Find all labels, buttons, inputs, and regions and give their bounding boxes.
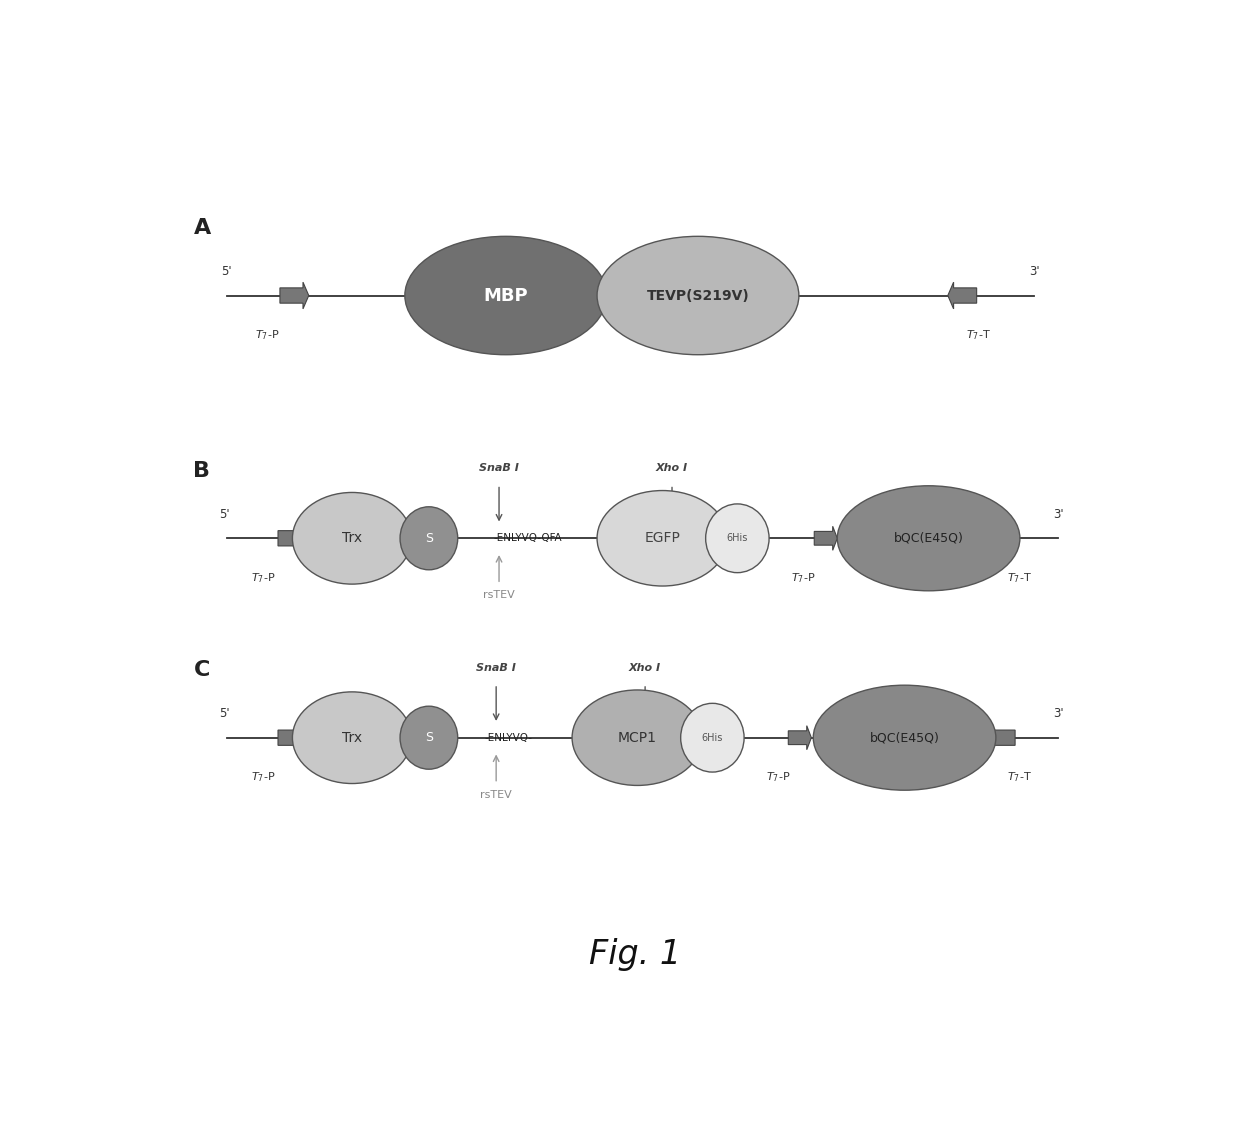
- Ellipse shape: [572, 690, 703, 786]
- Polygon shape: [278, 525, 306, 552]
- Text: rsTEV: rsTEV: [484, 590, 515, 600]
- Text: $T_7$-T: $T_7$-T: [966, 329, 991, 342]
- Ellipse shape: [293, 691, 412, 784]
- Text: bQC(E45Q): bQC(E45Q): [869, 731, 940, 744]
- Text: 3': 3': [1029, 266, 1040, 278]
- Text: SnaB I: SnaB I: [479, 463, 520, 473]
- Text: Trx: Trx: [342, 531, 362, 545]
- Text: $T_7$-P: $T_7$-P: [765, 770, 790, 785]
- Text: -ENLYVQ-: -ENLYVQ-: [485, 733, 533, 743]
- Polygon shape: [278, 724, 306, 751]
- Text: 3': 3': [1054, 508, 1064, 521]
- Ellipse shape: [681, 704, 744, 772]
- Text: 3': 3': [1054, 707, 1064, 721]
- Text: rsTEV: rsTEV: [480, 789, 512, 799]
- Text: C: C: [193, 660, 210, 680]
- Text: bQC(E45Q): bQC(E45Q): [894, 531, 963, 545]
- Text: Trx: Trx: [342, 731, 362, 744]
- Text: Xho I: Xho I: [629, 663, 661, 672]
- Text: Xho I: Xho I: [656, 463, 688, 473]
- Text: A: A: [193, 218, 211, 238]
- Text: MCP1: MCP1: [618, 731, 657, 744]
- Text: 6His: 6His: [727, 534, 748, 543]
- Ellipse shape: [404, 236, 606, 355]
- Text: 5': 5': [219, 508, 229, 521]
- Text: S: S: [425, 531, 433, 545]
- Text: S: S: [425, 731, 433, 744]
- Text: SnaB I: SnaB I: [476, 663, 516, 672]
- Polygon shape: [986, 724, 1016, 751]
- Polygon shape: [280, 283, 309, 309]
- Ellipse shape: [401, 507, 458, 570]
- Ellipse shape: [293, 492, 412, 584]
- Polygon shape: [947, 283, 977, 309]
- Text: TEVP(S219V): TEVP(S219V): [646, 288, 749, 303]
- Text: 5': 5': [221, 266, 232, 278]
- Polygon shape: [986, 525, 1016, 552]
- Text: EGFP: EGFP: [645, 531, 681, 545]
- Ellipse shape: [401, 706, 458, 769]
- Text: 6His: 6His: [702, 733, 723, 743]
- Polygon shape: [789, 725, 811, 750]
- Text: Fig. 1: Fig. 1: [589, 938, 682, 971]
- Text: $T_7$-T: $T_7$-T: [1007, 571, 1033, 586]
- Text: -ENLYVQ-QFA: -ENLYVQ-QFA: [494, 534, 562, 543]
- Text: 5': 5': [219, 707, 229, 721]
- Ellipse shape: [596, 236, 799, 355]
- Text: $T_7$-P: $T_7$-P: [252, 770, 275, 785]
- Ellipse shape: [706, 504, 769, 573]
- Text: $T_7$-T: $T_7$-T: [1007, 770, 1033, 785]
- Ellipse shape: [813, 686, 996, 790]
- Text: B: B: [193, 461, 211, 481]
- Text: $T_7$-P: $T_7$-P: [791, 571, 816, 586]
- Text: $T_7$-P: $T_7$-P: [255, 329, 280, 342]
- Text: $T_7$-P: $T_7$-P: [252, 571, 275, 586]
- Ellipse shape: [837, 485, 1019, 591]
- Text: MBP: MBP: [484, 286, 528, 304]
- Ellipse shape: [596, 491, 728, 586]
- Polygon shape: [815, 526, 837, 551]
